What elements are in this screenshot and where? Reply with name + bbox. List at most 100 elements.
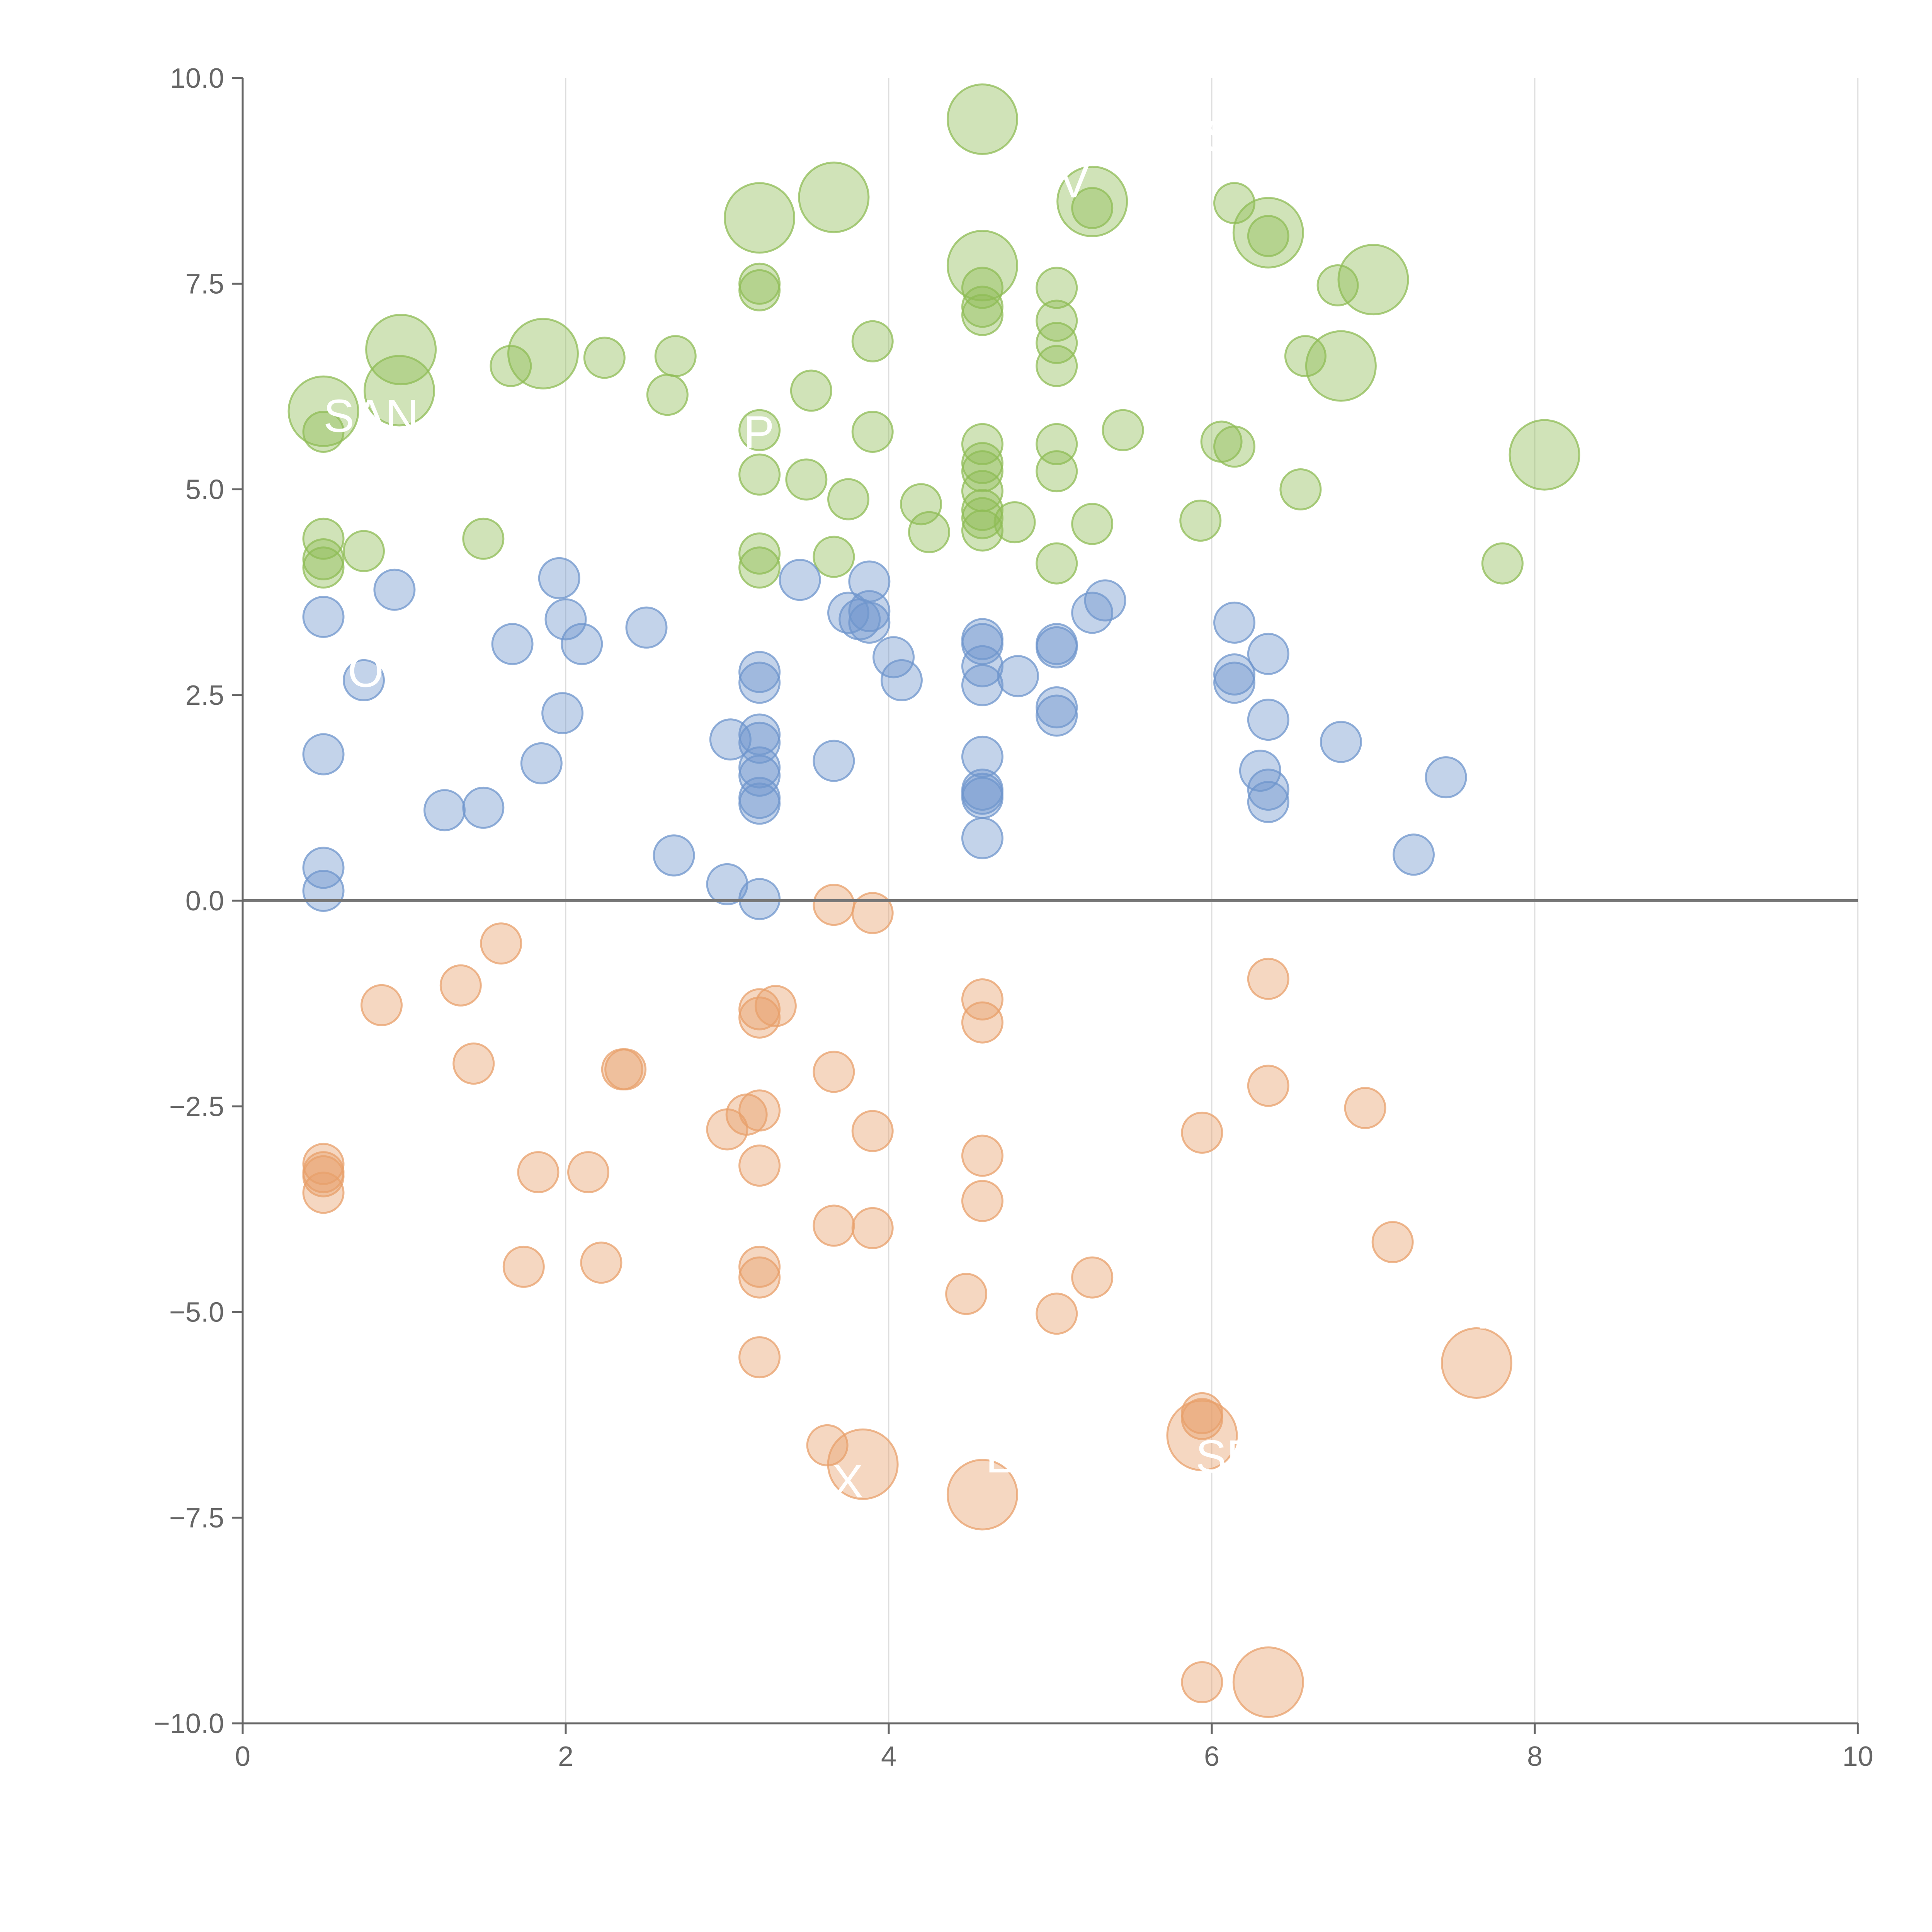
x-tick-label: 4 [881,1741,896,1772]
data-point [813,1051,855,1093]
data-point [738,1256,781,1299]
data-point [738,409,781,451]
data-point [738,721,781,764]
data-point [646,374,689,416]
data-point [302,733,345,776]
data-point [1071,187,1114,229]
data-point [851,320,894,362]
data-point [1071,1256,1114,1299]
annotation-label: X [832,1456,863,1507]
data-point [520,742,563,784]
data-point [654,335,697,378]
data-point [813,536,855,578]
data-point [961,978,1003,1020]
data-point [798,162,870,233]
data-point [1232,1646,1304,1718]
data-point [439,964,482,1007]
data-point [538,557,580,599]
y-tick-label: 0.0 [185,886,224,917]
data-point [945,1273,988,1315]
data-point [827,478,869,520]
data-point [1213,425,1256,468]
data-point [302,847,345,889]
data-point [738,878,781,920]
data-point [997,655,1039,697]
data-point [1284,335,1327,378]
data-point [961,664,1003,706]
data-point [900,483,942,526]
data-point [302,410,345,453]
data-point [946,1459,1018,1531]
data-point [1247,769,1289,811]
annotation-label: SAN [323,390,419,442]
data-point [502,1245,545,1288]
data-point [738,1089,781,1132]
data-point [961,1180,1003,1222]
data-point [1344,1087,1386,1129]
annotation-label: L [986,1431,1012,1483]
data-point [541,692,584,735]
data-point [567,1151,610,1194]
data-point [452,1043,495,1085]
data-point [872,636,915,679]
data-point [961,777,1003,819]
data-point [1036,542,1078,585]
data-point [961,645,1003,687]
data-point [1509,419,1580,491]
data-point [1279,468,1322,510]
annotation-label: V [1058,156,1089,207]
data-point [1305,330,1377,402]
data-point [302,869,345,912]
data-point [827,1428,899,1500]
data-point [851,1207,894,1249]
y-tick-label: −7.5 [169,1503,224,1534]
data-point [738,1145,781,1187]
data-point [1181,1111,1223,1154]
data-point [724,182,796,254]
data-point [653,834,695,877]
data-point [373,568,416,611]
data-point [961,294,1003,336]
x-tick-label: 2 [558,1741,573,1772]
data-point [462,786,505,829]
annotation-label: / [1260,1591,1273,1643]
data-point [1071,592,1114,634]
y-tick-label: −5.0 [169,1297,224,1328]
data-point [848,601,891,644]
data-point [302,546,345,589]
data-point [961,1134,1003,1177]
data-point [738,546,781,589]
data-point [1036,450,1078,493]
data-point [848,590,891,633]
y-tick-label: −10.0 [154,1708,224,1739]
annotation-label: R [1454,1287,1488,1338]
data-point [880,659,923,701]
axes: 10.0 7.5 5.0 2.5 0.0 −2.5 −5.0 −7.5 −10.0 0 2 4 6 8 10 [154,63,1873,1772]
data-point [738,269,781,311]
data-point [1036,694,1078,737]
data-point [604,1048,647,1090]
data-point [779,559,821,601]
data-point [1441,1327,1513,1399]
x-tick-label: 8 [1527,1741,1543,1772]
annotations: SAN OT P V S X L SE / R [323,111,1488,1643]
data-point [1316,264,1359,307]
data-point [480,922,522,965]
data-point [851,410,894,453]
y-tick-label: −2.5 [169,1091,224,1122]
data-point [423,789,466,832]
data-point [946,83,1018,155]
annotation-label: S [1204,111,1235,162]
data-point [1084,579,1126,622]
data-point [1481,542,1524,585]
data-point [1036,626,1078,668]
data-point [961,1001,1003,1044]
data-point [961,497,1003,539]
x-tick-label: 0 [235,1741,250,1772]
annotation-label: OT [348,645,412,697]
data-point [507,318,579,389]
data-point [343,659,385,701]
data-point [1371,1221,1414,1264]
y-tick-label: 7.5 [185,269,224,299]
